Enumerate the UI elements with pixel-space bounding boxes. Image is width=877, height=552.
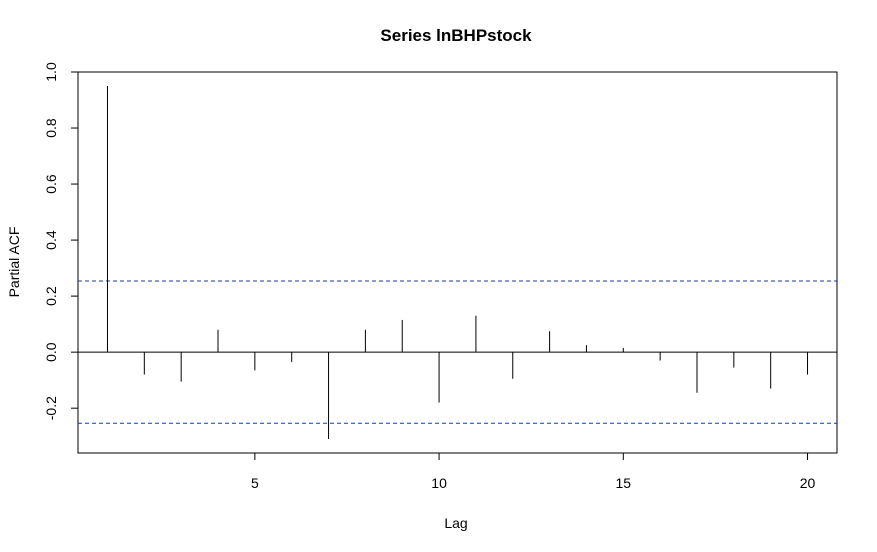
x-tick-label: 15 bbox=[616, 475, 632, 491]
y-tick-label: 0.8 bbox=[43, 118, 59, 138]
chart-title: Series lnBHPstock bbox=[380, 26, 532, 45]
pacf-bars bbox=[106, 86, 809, 439]
y-tick-label: 0.2 bbox=[43, 286, 59, 306]
x-tick-label: 20 bbox=[800, 475, 816, 491]
y-tick-label: 1.0 bbox=[43, 62, 59, 82]
x-axis: 5 10 15 20 bbox=[251, 453, 816, 491]
y-tick-label: 0.4 bbox=[43, 230, 59, 250]
plot-frame bbox=[77, 71, 838, 454]
y-axis-label: Partial ACF bbox=[6, 227, 22, 298]
y-tick-label: -0.2 bbox=[43, 396, 59, 420]
x-axis-label: Lag bbox=[444, 515, 467, 531]
y-tick-label: 0.6 bbox=[43, 174, 59, 194]
y-axis: -0.2 0.0 0.2 0.4 0.6 0.8 1.0 bbox=[43, 62, 78, 420]
y-tick-label: 0.0 bbox=[43, 342, 59, 362]
x-tick-label: 10 bbox=[431, 475, 447, 491]
confidence-lines bbox=[78, 280, 837, 424]
x-tick-label: 5 bbox=[251, 475, 259, 491]
